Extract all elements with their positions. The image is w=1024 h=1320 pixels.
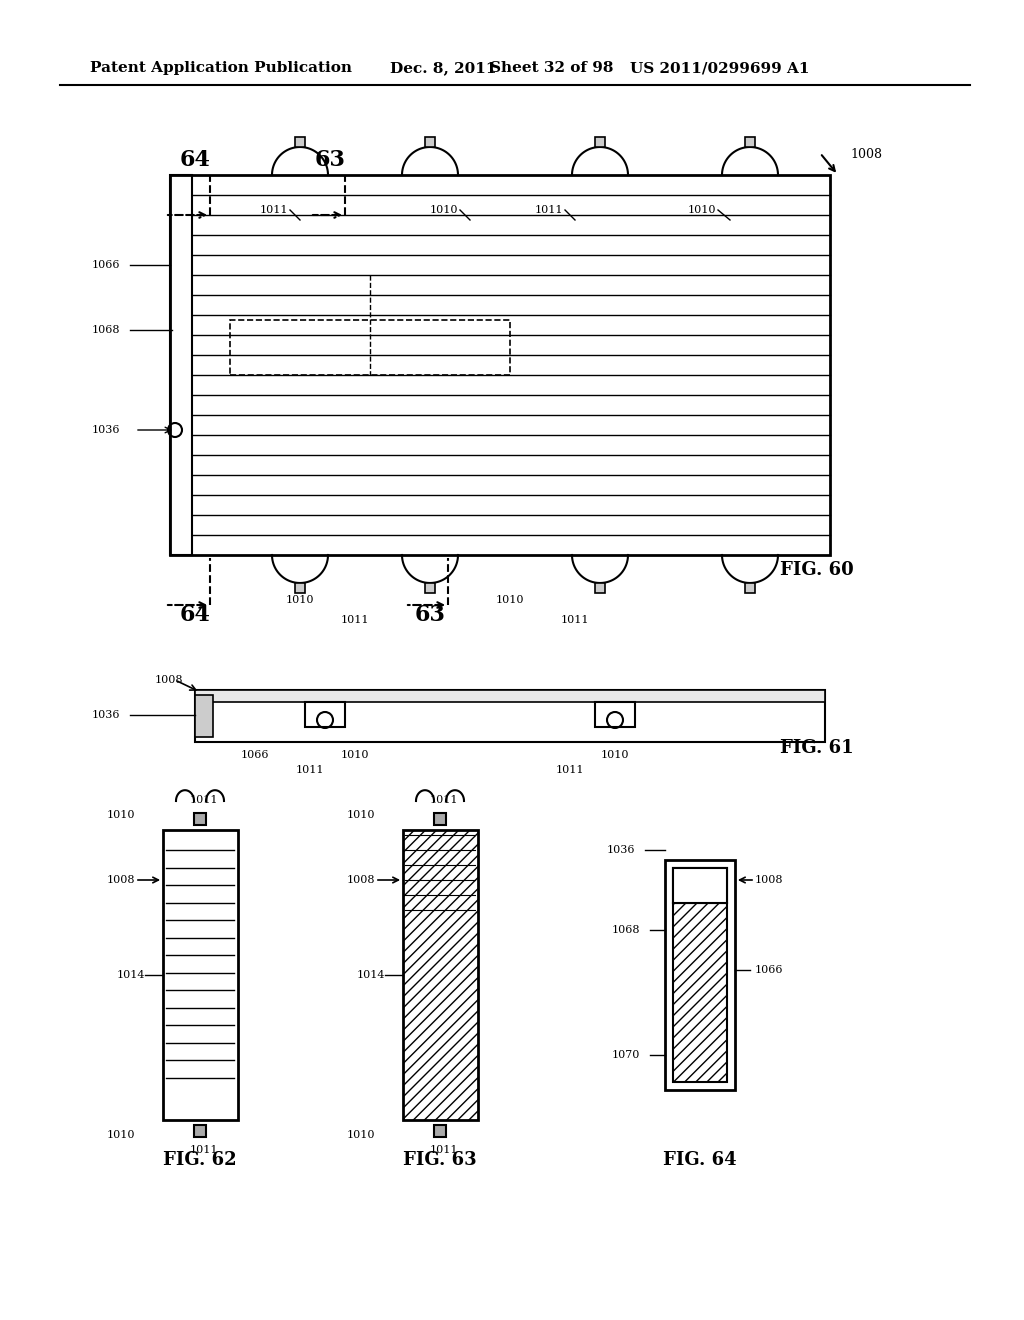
Text: US 2011/0299699 A1: US 2011/0299699 A1 [630, 61, 810, 75]
Text: 1011: 1011 [341, 615, 370, 624]
Bar [425, 137, 435, 147]
Text: 1008: 1008 [755, 875, 783, 884]
Bar [195, 690, 825, 742]
Text: 1010: 1010 [341, 750, 370, 760]
Bar [295, 583, 305, 593]
Text: 63: 63 [314, 149, 345, 172]
Bar [170, 176, 830, 554]
Bar [665, 861, 735, 1090]
Bar [194, 813, 206, 825]
Bar [163, 830, 238, 1119]
Text: 1008: 1008 [850, 149, 882, 161]
Text: FIG. 62: FIG. 62 [163, 1151, 237, 1170]
Text: 1010: 1010 [601, 750, 630, 760]
Text: Dec. 8, 2011: Dec. 8, 2011 [390, 61, 497, 75]
Text: 1011: 1011 [296, 766, 325, 775]
Text: 1010: 1010 [496, 595, 524, 605]
Text: 1014: 1014 [117, 970, 145, 979]
Bar [673, 869, 727, 1082]
Text: Sheet 32 of 98: Sheet 32 of 98 [490, 61, 613, 75]
Text: 1008: 1008 [155, 675, 183, 685]
Text: FIG. 61: FIG. 61 [780, 739, 854, 756]
Text: 1068: 1068 [91, 325, 120, 335]
Text: 1010: 1010 [346, 1130, 375, 1140]
Text: 1011: 1011 [190, 1144, 218, 1155]
Text: 1011: 1011 [430, 1144, 459, 1155]
Text: 1068: 1068 [611, 925, 640, 935]
Text: 64: 64 [179, 149, 211, 172]
Text: FIG. 63: FIG. 63 [403, 1151, 477, 1170]
Text: 1066: 1066 [91, 260, 120, 271]
Text: FIG. 60: FIG. 60 [780, 561, 854, 579]
Bar [425, 583, 435, 593]
Bar [595, 702, 635, 727]
Text: 1008: 1008 [106, 875, 135, 884]
Bar [745, 137, 755, 147]
Text: 1036: 1036 [91, 425, 120, 436]
Bar [295, 137, 305, 147]
Text: 1010: 1010 [106, 810, 135, 820]
Text: 1011: 1011 [190, 795, 218, 805]
Text: Patent Application Publication: Patent Application Publication [90, 61, 352, 75]
Bar [195, 690, 825, 702]
Bar [403, 830, 478, 1119]
Bar [170, 176, 193, 554]
Bar [403, 830, 478, 1119]
Text: 1014: 1014 [356, 970, 385, 979]
Text: 1011: 1011 [260, 205, 289, 215]
Text: 1008: 1008 [346, 875, 375, 884]
Text: 1036: 1036 [606, 845, 635, 855]
Text: 1011: 1011 [535, 205, 563, 215]
Bar [195, 696, 213, 737]
Bar [194, 1125, 206, 1137]
Text: 1010: 1010 [106, 1130, 135, 1140]
Text: 1011: 1011 [430, 795, 459, 805]
Text: 1010: 1010 [346, 810, 375, 820]
Bar [230, 319, 510, 375]
Bar [673, 869, 727, 903]
Text: 64: 64 [179, 605, 211, 626]
Bar [595, 137, 605, 147]
Text: 1036: 1036 [91, 710, 120, 719]
Text: 1010: 1010 [688, 205, 717, 215]
Bar [305, 702, 345, 727]
Text: 1011: 1011 [561, 615, 589, 624]
Text: 63: 63 [415, 605, 445, 626]
Text: 1010: 1010 [430, 205, 459, 215]
Text: 1011: 1011 [556, 766, 585, 775]
Text: 1066: 1066 [241, 750, 269, 760]
Text: FIG. 64: FIG. 64 [664, 1151, 737, 1170]
Bar [434, 813, 446, 825]
Bar [434, 1125, 446, 1137]
Bar [745, 583, 755, 593]
Bar [595, 583, 605, 593]
Text: 1066: 1066 [755, 965, 783, 975]
Text: 1070: 1070 [611, 1049, 640, 1060]
Text: 1010: 1010 [286, 595, 314, 605]
